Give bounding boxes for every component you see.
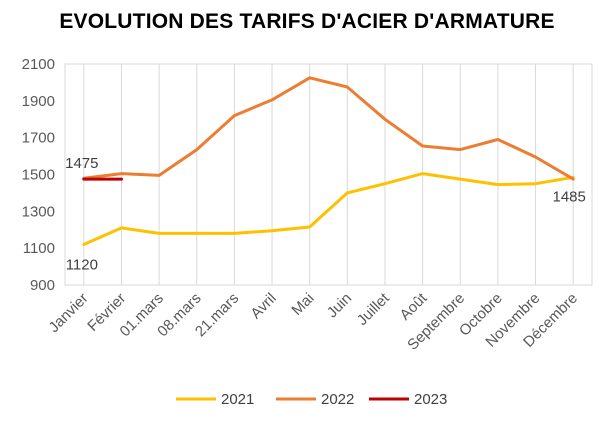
data-label: 1475	[65, 155, 98, 172]
data-label: 1120	[66, 256, 98, 273]
data-label: 1485	[552, 188, 585, 205]
y-tick-label: 1900	[22, 93, 55, 110]
y-tick-label: 1500	[22, 167, 55, 184]
series-lines	[82, 76, 575, 246]
x-tick-label: Avril	[247, 290, 279, 322]
plot-frame	[64, 63, 593, 286]
y-tick-label: 1700	[22, 130, 55, 147]
x-tick-label: Juin	[324, 290, 355, 321]
x-tick-label: Janvier	[45, 290, 91, 336]
legend-label: 2022	[321, 391, 354, 408]
y-tick-label: 1100	[23, 240, 55, 257]
x-tick-label: Juillet	[354, 289, 394, 329]
chart-title: EVOLUTION DES TARIFS D'ACIER D'ARMATURE	[59, 10, 555, 33]
legend-label: 2023	[414, 391, 447, 408]
legend-label: 2021	[221, 391, 254, 408]
y-tick-label: 900	[30, 277, 55, 294]
data-labels: 1475 1120 1485	[65, 155, 586, 273]
x-tick-label: Mai	[288, 290, 317, 319]
series-line-2021	[82, 172, 575, 246]
y-tick-label: 2100	[22, 56, 55, 73]
series-line-2022	[82, 76, 575, 181]
y-tick-label: 1300	[22, 203, 55, 220]
legend: 2021 2022 2023	[176, 391, 447, 408]
y-axis-ticks: 900 1100 1300 1500 1700 1900 2100	[22, 56, 55, 294]
x-tick-label: Août	[397, 289, 431, 323]
